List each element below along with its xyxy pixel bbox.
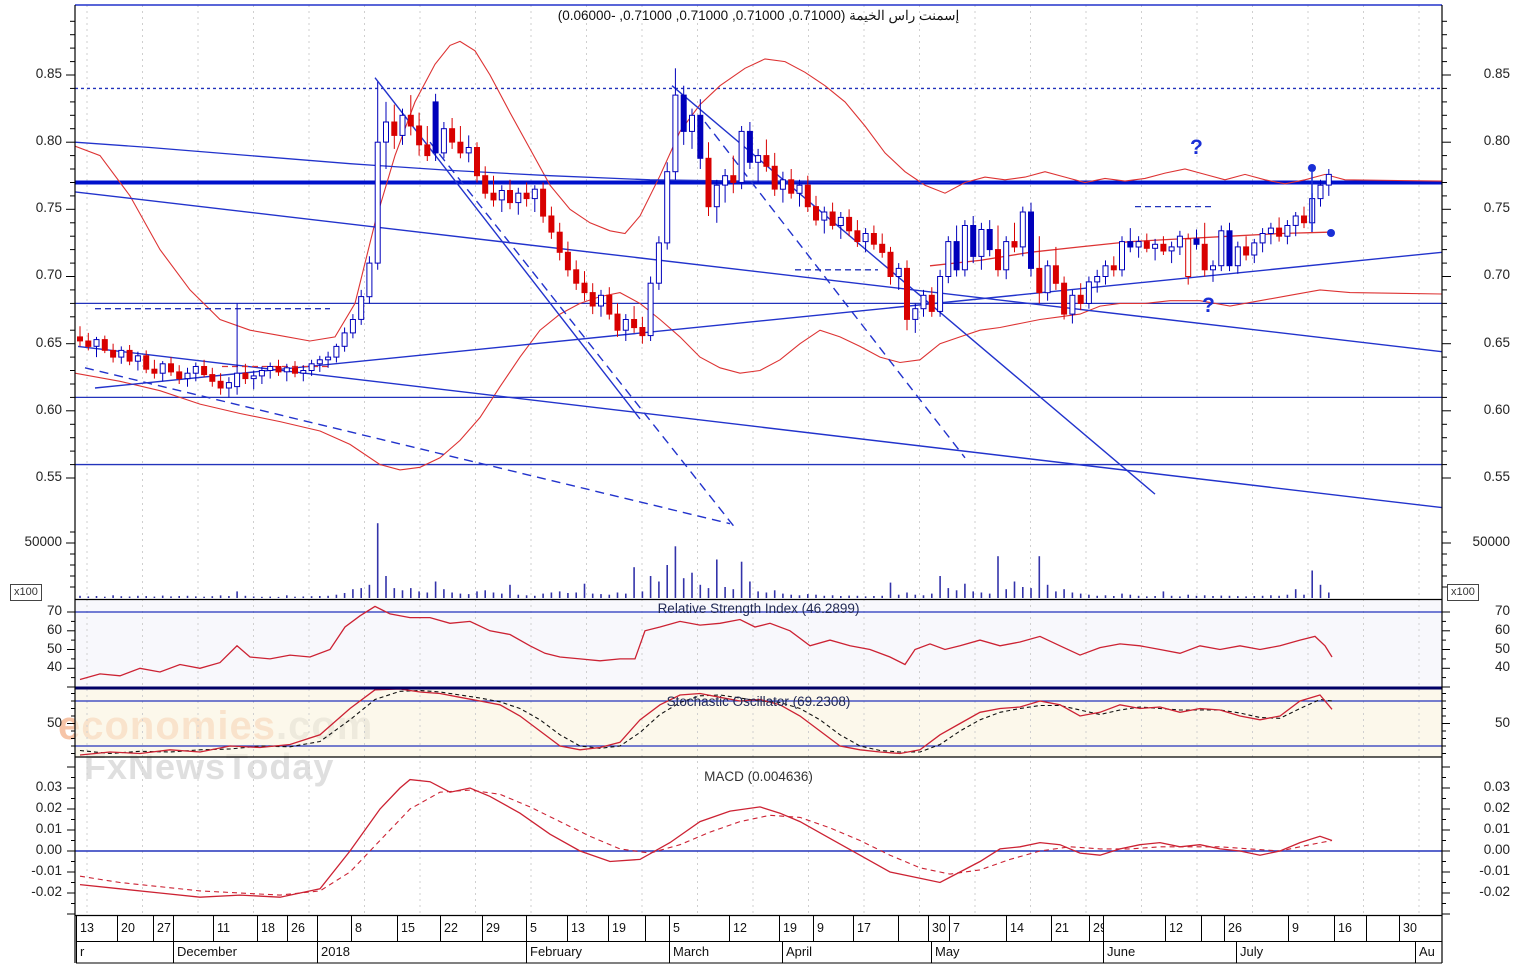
x-axis-day-cell: 26	[287, 916, 317, 941]
price-axis-label-left: 0.80	[35, 133, 62, 148]
macd-axis-label-left: -0.02	[31, 884, 62, 899]
volume-axis-label-left: 50000	[24, 534, 62, 549]
x-axis-day-cell: 8	[351, 916, 397, 941]
price-axis-label-right: 0.75	[1483, 200, 1510, 215]
x-axis-month-cell: March	[669, 942, 782, 963]
x-axis-day-cell: 14	[1006, 916, 1051, 941]
price-axis-label-right: 0.70	[1483, 267, 1510, 282]
x-axis-day-cell: 19	[608, 916, 645, 941]
x-axis-month-cell: December	[173, 942, 317, 963]
x-axis-day-cell	[1366, 916, 1399, 941]
price-axis-label-left: 0.60	[35, 402, 62, 417]
price-axis-label-right: 0.85	[1483, 66, 1510, 81]
rsi-axis-label-right: 40	[1494, 659, 1510, 674]
x-axis-day-cell: 27	[153, 916, 173, 941]
volume-scale-box-left: x100	[10, 584, 42, 601]
rsi-axis-label-left: 40	[46, 659, 62, 674]
x-axis-day-cell: 15	[397, 916, 440, 941]
macd-axis-label-right: 0.01	[1483, 821, 1510, 836]
price-axis-label-left: 0.85	[35, 66, 62, 81]
x-axis-day-cell: 13	[76, 916, 117, 941]
x-axis-day-cell: 11	[213, 916, 257, 941]
question-annotation-upper: ?	[1190, 136, 1203, 159]
macd-axis-label-right: 0.03	[1483, 779, 1510, 794]
x-axis-day-cell	[645, 916, 669, 941]
x-axis-day-cell: 17	[853, 916, 898, 941]
price-axis-label-left: 0.55	[35, 469, 62, 484]
rsi-axis-label-right: 70	[1494, 603, 1510, 618]
x-axis-day-cell: 12	[1165, 916, 1201, 941]
x-axis-month-cell: 2018	[317, 942, 526, 963]
x-axis-day-cell: 5	[526, 916, 567, 941]
question-annotation-lower: ?	[1202, 294, 1215, 317]
x-axis-day-cell	[173, 916, 213, 941]
x-axis-day-cell: 29	[1089, 916, 1103, 941]
volume-scale-box-right: x100	[1447, 584, 1479, 601]
rsi-axis-label-left: 50	[46, 641, 62, 656]
price-axis-label-right: 0.55	[1483, 469, 1510, 484]
x-axis-day-cell: 19	[779, 916, 813, 941]
x-axis-day-cell: 21	[1051, 916, 1089, 941]
x-axis-day-cell	[1103, 916, 1165, 941]
x-axis-day-cell: 5	[669, 916, 729, 941]
x-axis-month-cell: April	[782, 942, 931, 963]
macd-panel-title: MACD (0.004636)	[704, 769, 813, 784]
price-axis-label-left: 0.65	[35, 335, 62, 350]
price-axis-label-right: 0.65	[1483, 335, 1510, 350]
macd-axis-label-right: -0.01	[1479, 863, 1510, 878]
x-axis-day-cell	[898, 916, 928, 941]
x-axis-month-cell: February	[526, 942, 669, 963]
x-axis-day-cell: 20	[117, 916, 153, 941]
macd-axis-label-right: 0.02	[1483, 800, 1510, 815]
x-axis-month-cell: May	[931, 942, 1103, 963]
rsi-axis-label-right: 50	[1494, 641, 1510, 656]
rsi-axis-label-left: 70	[46, 603, 62, 618]
macd-axis-label-right: -0.02	[1479, 884, 1510, 899]
x-axis-day-cell: 7	[949, 916, 1006, 941]
macd-axis-label-left: 0.03	[35, 779, 62, 794]
stochastic-panel-title: Stochastic Oscillator (69.2308)	[666, 694, 851, 709]
x-axis-day-cell	[1201, 916, 1224, 941]
x-axis-month-cell: July	[1236, 942, 1415, 963]
x-axis-day-cell: 9	[813, 916, 853, 941]
volume-axis-label-right: 50000	[1472, 534, 1510, 549]
x-axis-day-cell: 16	[1334, 916, 1366, 941]
price-axis-label-right: 0.60	[1483, 402, 1510, 417]
macd-axis-label-left: -0.01	[31, 863, 62, 878]
macd-axis-label-left: 0.00	[35, 842, 62, 857]
x-axis-day-cell: 13	[567, 916, 608, 941]
x-axis-month-cell: Au	[1415, 942, 1442, 963]
x-axis-day-cell	[317, 916, 351, 941]
chart-title: إسمنت راس الخيمة (0.71000, 0.71000, 0.71…	[557, 8, 960, 23]
macd-axis-label-left: 0.01	[35, 821, 62, 836]
price-axis-label-left: 0.75	[35, 200, 62, 215]
price-axis-label-right: 0.80	[1483, 133, 1510, 148]
rsi-axis-label-left: 60	[46, 622, 62, 637]
rsi-panel-title: Relative Strength Index (46.2899)	[657, 601, 860, 616]
x-axis-day-cell: 30	[928, 916, 949, 941]
x-axis-day-cell: 18	[257, 916, 287, 941]
x-axis-day-cell: 12	[729, 916, 779, 941]
x-axis-day-cell: 30	[1399, 916, 1442, 941]
x-axis-day-cell: 26	[1224, 916, 1288, 941]
x-axis-month-cell: June	[1103, 942, 1236, 963]
x-axis-day-cell: 29	[482, 916, 526, 941]
macd-axis-label-right: 0.00	[1483, 842, 1510, 857]
x-axis-day-cell: 9	[1288, 916, 1334, 941]
stochastic-axis-label-left: 50	[46, 715, 62, 730]
x-axis-day-cell: 22	[440, 916, 482, 941]
stochastic-axis-label-right: 50	[1494, 715, 1510, 730]
macd-axis-label-left: 0.02	[35, 800, 62, 815]
rsi-axis-label-right: 60	[1494, 622, 1510, 637]
x-axis-month-cell: r	[76, 942, 173, 963]
price-axis-label-left: 0.70	[35, 267, 62, 282]
